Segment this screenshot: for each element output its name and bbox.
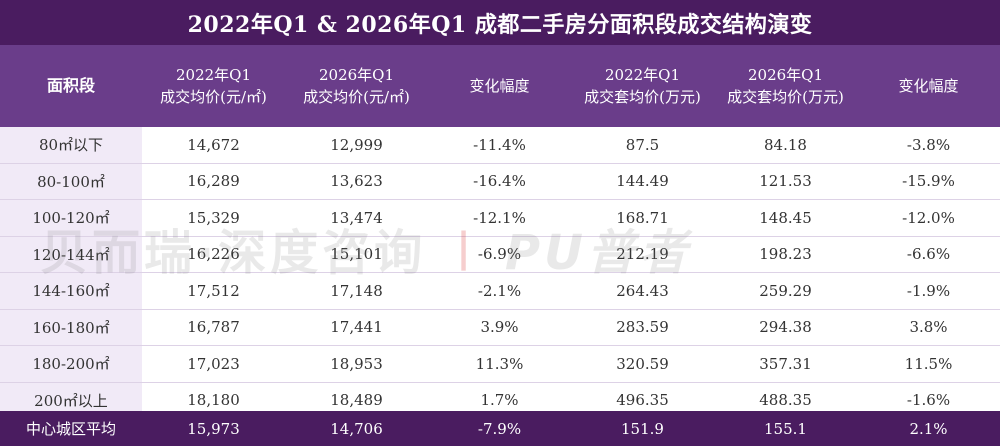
header-area-segment: 面积段	[0, 45, 142, 127]
cell-2022-avg-total: 168.71	[616, 208, 669, 227]
cell-2026-avg-total: 84.18	[764, 135, 807, 154]
cell-2022-avg-total: 283.59	[616, 318, 669, 337]
cell-change-price: -6.9%	[477, 245, 522, 264]
header-2022-avg-total: 2022年Q1 成交套均价(万元)	[571, 45, 714, 127]
cell-change-total: -1.9%	[906, 281, 951, 300]
cell-change-price: -12.1%	[473, 208, 526, 227]
header-label: 2026年Q1	[747, 66, 823, 84]
table-row: 80㎡以下 14,672 12,999 -11.4% 87.5 84.18 -3…	[0, 127, 1000, 164]
cell-area: 80-100㎡	[0, 163, 142, 199]
table-row: 100-120㎡ 15,329 13,474 -12.1% 168.71 148…	[0, 200, 1000, 237]
cell-2022-avg-total: 264.43	[616, 281, 669, 300]
cell-area: 180-200㎡	[0, 346, 142, 382]
cell-2022-avg-price: 16,289	[187, 172, 240, 191]
cell-change-total: -12.0%	[902, 208, 955, 227]
header-label: 2022年Q1	[604, 66, 680, 84]
header-2022-avg-price: 2022年Q1 成交均价(元/㎡)	[142, 45, 285, 127]
cell-area: 120-144㎡	[0, 236, 142, 272]
cell-2026-avg-total: 294.38	[759, 318, 812, 337]
cell-2022-avg-price: 17,023	[187, 354, 240, 373]
table-body: 80㎡以下 14,672 12,999 -11.4% 87.5 84.18 -3…	[0, 127, 1000, 419]
cell-2022-avg-total: 496.35	[616, 391, 669, 410]
cell-2022-avg-total: 320.59	[616, 354, 669, 373]
header-change-rate-total: 变化幅度	[857, 45, 1000, 127]
cell-area: 80㎡以下	[0, 127, 142, 163]
cell-2022-avg-price: 14,672	[187, 135, 240, 154]
table-title: 2022年Q1 & 2026年Q1 成都二手房分面积段成交结构演变	[0, 0, 1000, 45]
cell-change-price: 11.3%	[475, 354, 524, 373]
header-change-rate-price: 变化幅度	[428, 45, 571, 127]
table-footer-average: 中心城区平均 15,973 14,706 -7.9% 151.9 155.1 2…	[0, 411, 1000, 446]
footer-change-price: -7.9%	[477, 419, 522, 438]
footer-2026-avg-price: 14,706	[330, 419, 383, 438]
footer-change-total: 2.1%	[909, 419, 948, 438]
cell-change-price: 1.7%	[480, 391, 519, 410]
cell-area: 144-160㎡	[0, 273, 142, 309]
cell-2022-avg-price: 15,329	[187, 208, 240, 227]
header-label: 2026年Q1	[318, 66, 394, 84]
header-label: 变化幅度	[898, 77, 959, 95]
cell-2026-avg-price: 13,623	[330, 172, 383, 191]
cell-2026-avg-total: 198.23	[759, 245, 812, 264]
cell-area: 100-120㎡	[0, 200, 142, 236]
cell-change-total: 11.5%	[904, 354, 953, 373]
cell-change-price: -11.4%	[473, 135, 526, 154]
cell-2026-avg-total: 148.45	[759, 208, 812, 227]
cell-2022-avg-total: 212.19	[616, 245, 669, 264]
cell-change-total: 3.8%	[909, 318, 948, 337]
header-sublabel: 成交均价(元/㎡)	[160, 88, 267, 106]
cell-2026-avg-total: 259.29	[759, 281, 812, 300]
cell-2026-avg-price: 15,101	[330, 245, 383, 264]
footer-2022-avg-price: 15,973	[187, 419, 240, 438]
cell-2022-avg-price: 16,787	[187, 318, 240, 337]
cell-2022-avg-price: 18,180	[187, 391, 240, 410]
cell-change-total: -1.6%	[906, 391, 951, 410]
cell-2026-avg-total: 121.53	[759, 172, 812, 191]
cell-2026-avg-total: 488.35	[759, 391, 812, 410]
footer-label: 中心城区平均	[25, 420, 116, 438]
cell-2022-avg-price: 17,512	[187, 281, 240, 300]
cell-2026-avg-price: 17,441	[330, 318, 383, 337]
cell-2026-avg-price: 18,489	[330, 391, 383, 410]
table-row: 80-100㎡ 16,289 13,623 -16.4% 144.49 121.…	[0, 163, 1000, 200]
cell-change-total: -15.9%	[902, 172, 955, 191]
table-row: 180-200㎡ 17,023 18,953 11.3% 320.59 357.…	[0, 346, 1000, 383]
cell-2026-avg-price: 18,953	[330, 354, 383, 373]
table-header: 面积段 2022年Q1 成交均价(元/㎡) 2026年Q1 成交均价(元/㎡) …	[0, 45, 1000, 127]
cell-2026-avg-price: 12,999	[330, 135, 383, 154]
cell-2022-avg-total: 87.5	[625, 135, 660, 154]
header-sublabel: 成交均价(元/㎡)	[303, 88, 410, 106]
cell-2022-avg-price: 16,226	[187, 245, 240, 264]
header-2026-avg-total: 2026年Q1 成交套均价(万元)	[714, 45, 857, 127]
footer-2026-avg-total: 155.1	[764, 419, 807, 438]
cell-area: 160-180㎡	[0, 309, 142, 345]
header-sublabel: 成交套均价(万元)	[727, 88, 844, 106]
header-2026-avg-price: 2026年Q1 成交均价(元/㎡)	[285, 45, 428, 127]
table-row: 160-180㎡ 16,787 17,441 3.9% 283.59 294.3…	[0, 309, 1000, 346]
cell-change-total: -6.6%	[906, 245, 951, 264]
header-label: 2022年Q1	[175, 66, 251, 84]
cell-2026-avg-price: 13,474	[330, 208, 383, 227]
cell-2022-avg-total: 144.49	[616, 172, 669, 191]
header-sublabel: 成交套均价(万元)	[584, 88, 701, 106]
footer-2022-avg-total: 151.9	[621, 419, 664, 438]
cell-change-price: -2.1%	[477, 281, 522, 300]
cell-change-price: -16.4%	[473, 172, 526, 191]
table-row: 120-144㎡ 16,226 15,101 -6.9% 212.19 198.…	[0, 236, 1000, 273]
cell-2026-avg-total: 357.31	[759, 354, 812, 373]
table-row: 144-160㎡ 17,512 17,148 -2.1% 264.43 259.…	[0, 273, 1000, 310]
cell-change-total: -3.8%	[906, 135, 951, 154]
cell-2026-avg-price: 17,148	[330, 281, 383, 300]
header-label: 变化幅度	[469, 77, 530, 95]
header-label: 面积段	[46, 76, 95, 95]
cell-change-price: 3.9%	[480, 318, 519, 337]
